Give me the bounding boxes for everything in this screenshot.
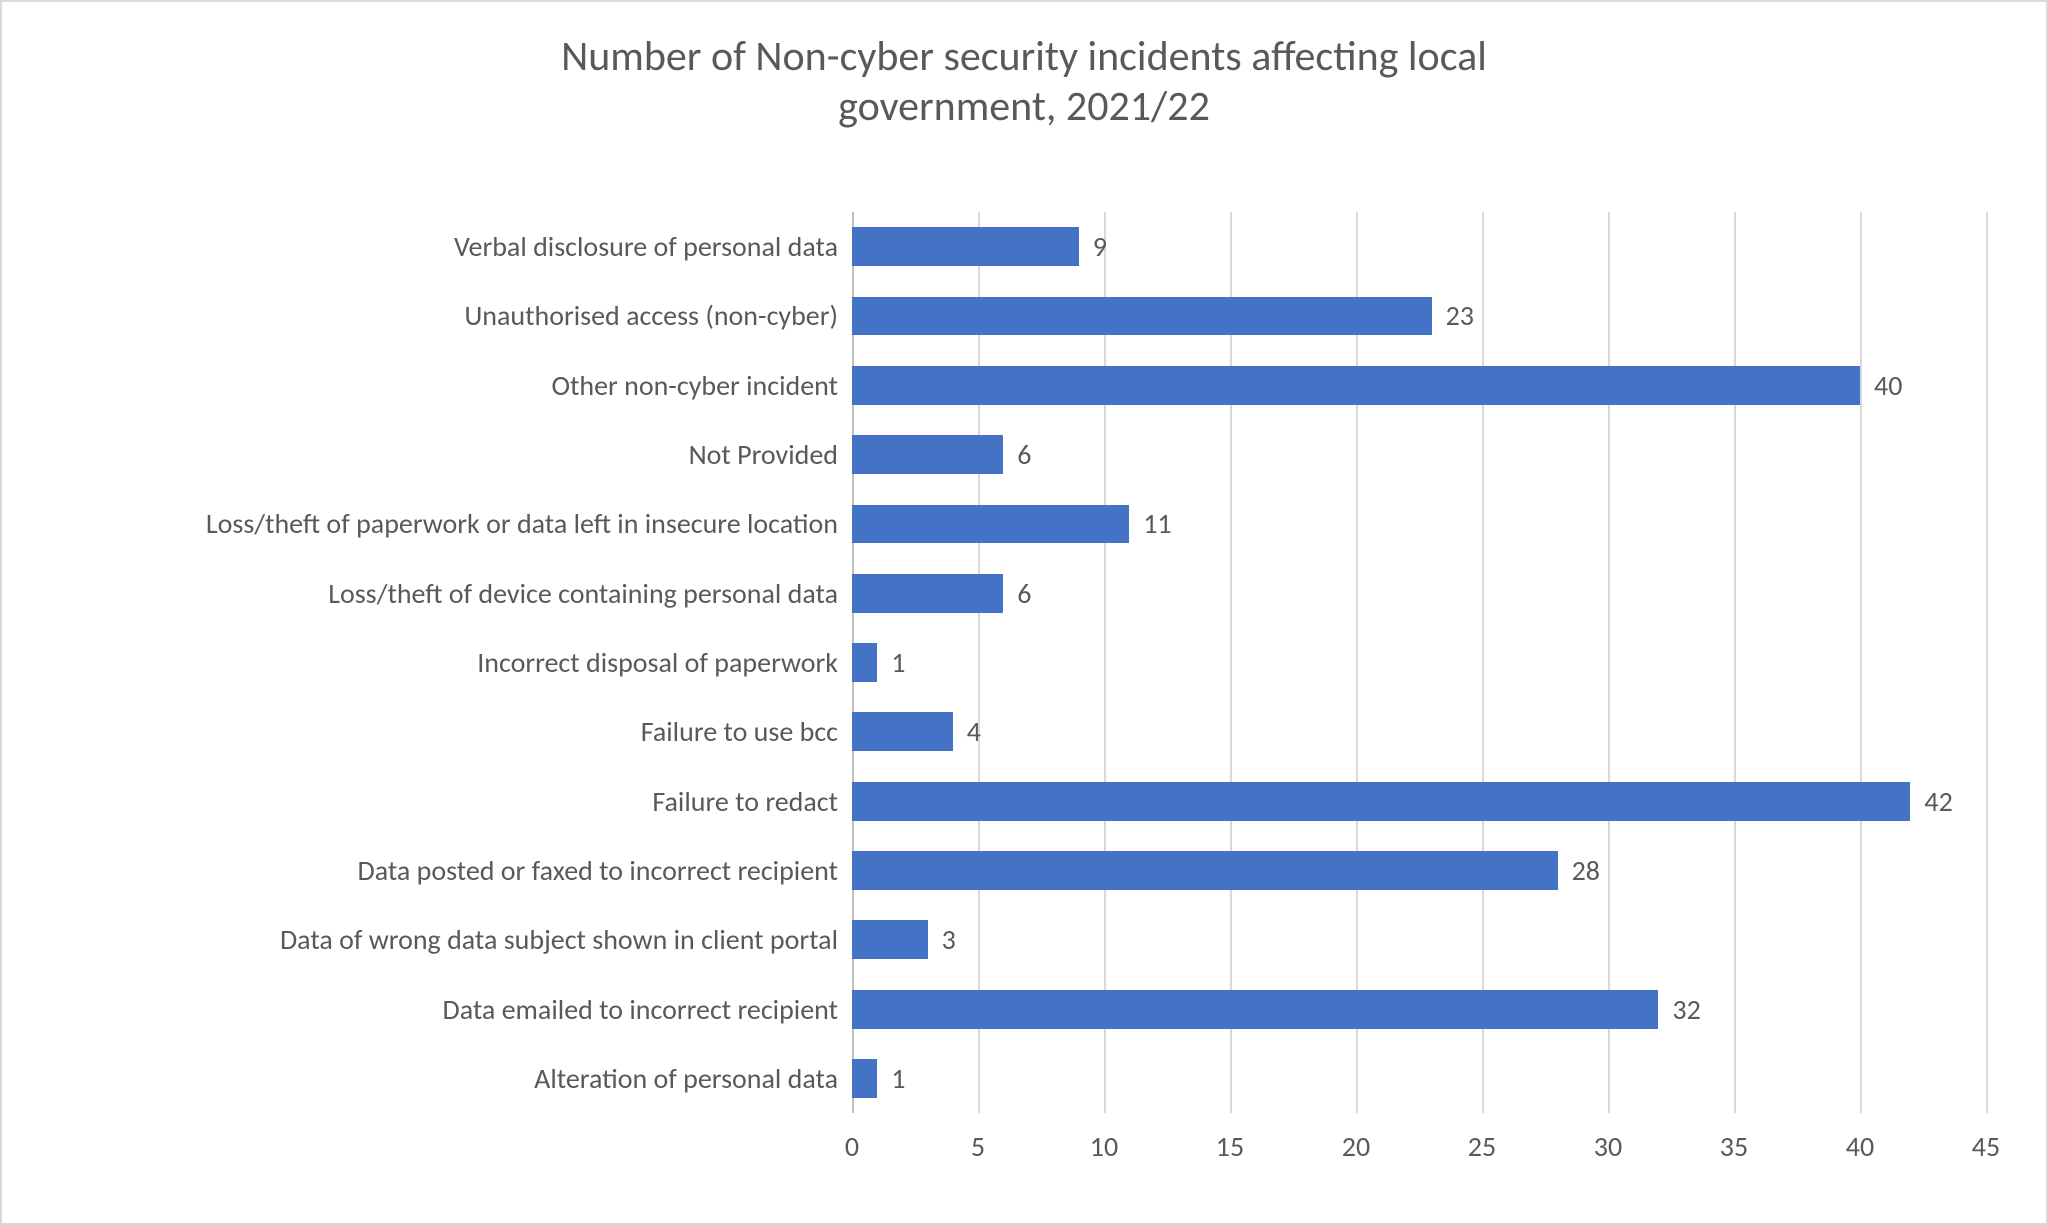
gridline xyxy=(1986,212,1988,1113)
value-label: 28 xyxy=(1558,853,1600,888)
category-label-row: Loss/theft of paperwork or data left in … xyxy=(62,489,852,558)
category-label: Alteration of personal data xyxy=(62,1061,852,1096)
plot-wrap: Verbal disclosure of personal data Unauth… xyxy=(62,212,1986,1113)
category-label-row: Data posted or faxed to incorrect recipi… xyxy=(62,836,852,905)
value-label: 9 xyxy=(1079,229,1107,264)
category-label: Data emailed to incorrect recipient xyxy=(62,992,852,1027)
x-tick-label: 5 xyxy=(971,1129,985,1164)
category-label-row: Other non-cyber incident xyxy=(62,351,852,420)
category-label-row: Failure to use bcc xyxy=(62,697,852,766)
bar xyxy=(852,505,1129,544)
plot-area: 9234061161442283321 051015202530354045 xyxy=(852,212,1986,1113)
value-label: 40 xyxy=(1860,368,1902,403)
value-label: 3 xyxy=(928,922,956,957)
chart-title-line1: Number of Non-cyber security incidents a… xyxy=(561,31,1487,82)
category-label: Incorrect disposal of paperwork xyxy=(62,645,852,680)
category-label: Failure to use bcc xyxy=(62,714,852,749)
plot-area-column: 9234061161442283321 051015202530354045 xyxy=(852,212,1986,1113)
x-tick-label: 30 xyxy=(1594,1129,1622,1164)
bar-row: 40 xyxy=(852,351,1986,420)
category-label-row: Not Provided xyxy=(62,420,852,489)
bar xyxy=(852,990,1658,1029)
bar xyxy=(852,782,1910,821)
value-label: 6 xyxy=(1003,437,1031,472)
category-label-row: Data emailed to incorrect recipient xyxy=(62,974,852,1043)
value-label: 4 xyxy=(953,714,981,749)
category-label: Failure to redact xyxy=(62,784,852,819)
chart-container: Number of Non-cyber security incidents a… xyxy=(0,0,2048,1225)
category-label-row: Incorrect disposal of paperwork xyxy=(62,628,852,697)
category-labels-column: Verbal disclosure of personal data Unauth… xyxy=(62,212,852,1113)
category-label-row: Failure to redact xyxy=(62,767,852,836)
value-label: 6 xyxy=(1003,576,1031,611)
x-tick-label: 35 xyxy=(1720,1129,1748,1164)
bar xyxy=(852,297,1432,336)
x-tick-label: 0 xyxy=(845,1129,859,1164)
x-tick-label: 20 xyxy=(1342,1129,1370,1164)
value-label: 32 xyxy=(1658,992,1700,1027)
x-tick-label: 25 xyxy=(1468,1129,1496,1164)
bar-row: 32 xyxy=(852,974,1986,1043)
category-label: Data posted or faxed to incorrect recipi… xyxy=(62,853,852,888)
bar xyxy=(852,920,928,959)
category-label: Not Provided xyxy=(62,437,852,472)
bar xyxy=(852,643,877,682)
bar-row: 4 xyxy=(852,697,1986,766)
chart-title-line2: government, 2021/22 xyxy=(838,81,1210,132)
bar-row: 1 xyxy=(852,628,1986,697)
category-label: Unauthorised access (non-cyber) xyxy=(62,298,852,333)
bar xyxy=(852,366,1860,405)
x-tick-label: 10 xyxy=(1090,1129,1118,1164)
value-label: 1 xyxy=(877,645,905,680)
bar-row: 9 xyxy=(852,212,1986,281)
bar xyxy=(852,574,1003,613)
category-label-row: Verbal disclosure of personal data xyxy=(62,212,852,281)
bar-row: 23 xyxy=(852,281,1986,350)
category-label: Loss/theft of paperwork or data left in … xyxy=(62,506,852,541)
bar-row: 6 xyxy=(852,559,1986,628)
category-label: Other non-cyber incident xyxy=(62,368,852,403)
bar-row: 11 xyxy=(852,489,1986,558)
bar-row: 1 xyxy=(852,1044,1986,1113)
value-label: 1 xyxy=(877,1061,905,1096)
chart-title: Number of Non-cyber security incidents a… xyxy=(224,2,1824,143)
bar xyxy=(852,227,1079,266)
bar xyxy=(852,1059,877,1098)
x-tick-label: 40 xyxy=(1846,1129,1874,1164)
x-tick-label: 15 xyxy=(1216,1129,1244,1164)
bar-row: 6 xyxy=(852,420,1986,489)
category-label: Loss/theft of device containing personal… xyxy=(62,576,852,611)
bar-row: 28 xyxy=(852,836,1986,905)
value-label: 42 xyxy=(1910,784,1952,819)
bar xyxy=(852,851,1558,890)
x-axis: 051015202530354045 xyxy=(852,1113,1986,1183)
bar xyxy=(852,435,1003,474)
bar-row: 3 xyxy=(852,905,1986,974)
bar-row: 42 xyxy=(852,767,1986,836)
value-label: 11 xyxy=(1129,506,1171,541)
value-label: 23 xyxy=(1432,298,1474,333)
x-tick-label: 45 xyxy=(1972,1129,2000,1164)
category-label-row: Loss/theft of device containing personal… xyxy=(62,559,852,628)
bar xyxy=(852,712,953,751)
category-label-row: Unauthorised access (non-cyber) xyxy=(62,281,852,350)
category-label-row: Data of wrong data subject shown in clie… xyxy=(62,905,852,974)
category-label-row: Alteration of personal data xyxy=(62,1044,852,1113)
category-label: Data of wrong data subject shown in clie… xyxy=(62,922,852,957)
bars-layer: 9 23 40 6 11 6 1 4 42 28 3 32 1 xyxy=(852,212,1986,1113)
category-label: Verbal disclosure of personal data xyxy=(62,229,852,264)
